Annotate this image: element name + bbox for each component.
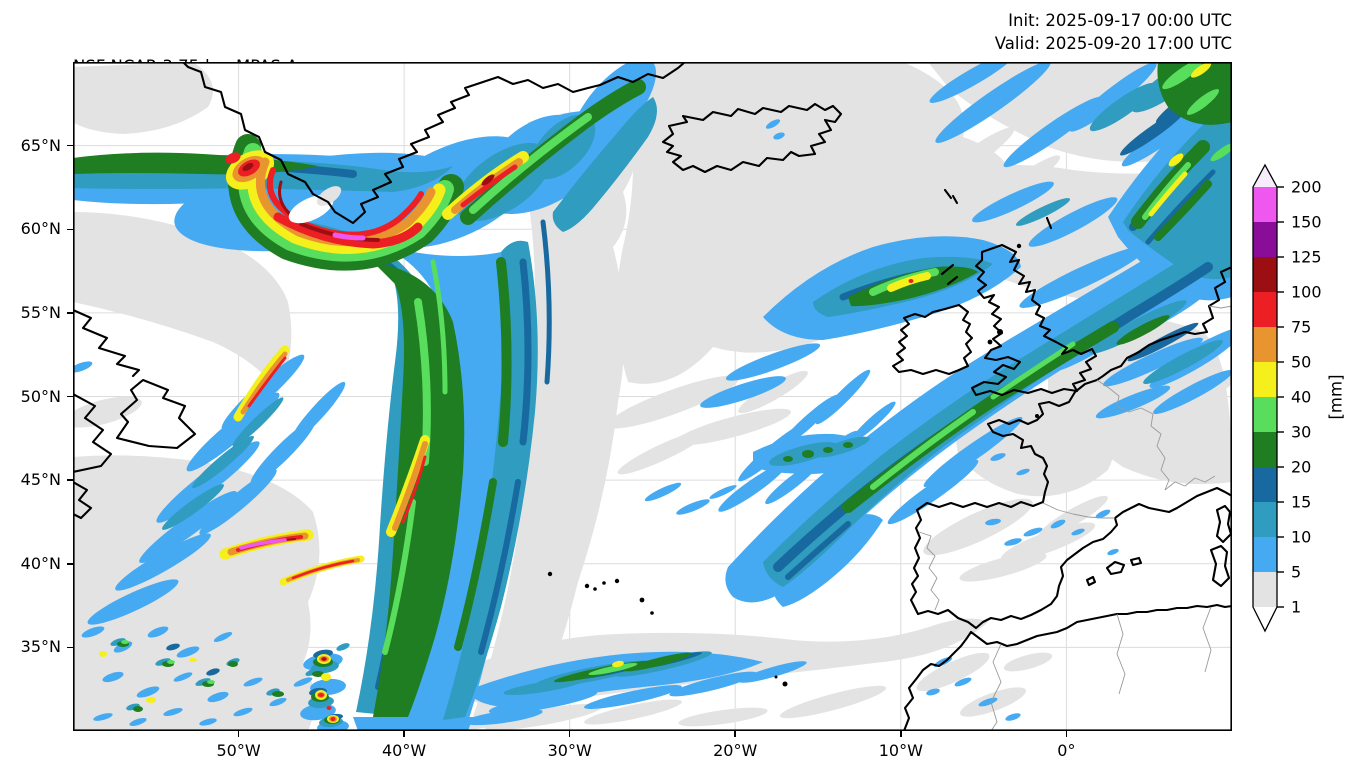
y-tick-mark	[67, 563, 73, 565]
north-africa-coast	[902, 603, 1232, 731]
colorbar-segment	[1253, 187, 1277, 222]
y-tick-label: 50°N	[20, 386, 61, 406]
colorbar-tick-label: 125	[1291, 248, 1322, 267]
cape-breton-coast	[73, 480, 93, 520]
colorbar-tick-label: 30	[1291, 423, 1311, 442]
colorbar-segment	[1253, 432, 1277, 467]
ireland-coast	[891, 303, 974, 376]
precip-layer-150-200mm	[239, 232, 366, 550]
y-tick-mark	[67, 479, 73, 481]
y-tick-label: 55°N	[20, 302, 61, 322]
menorca	[1129, 556, 1143, 567]
x-tick-mark	[900, 731, 902, 737]
colorbar-tick-label: 1	[1291, 598, 1301, 617]
colorbar-tick-label: 100	[1291, 283, 1322, 302]
anglesey	[987, 339, 993, 345]
colorbar-segment	[1253, 502, 1277, 537]
country-borders	[918, 305, 1232, 731]
colorbar-tick-label: 20	[1291, 458, 1311, 477]
y-tick-label: 35°N	[20, 637, 61, 657]
newfoundland-coast	[115, 378, 197, 450]
colorbar-segment	[1253, 292, 1277, 327]
init-time: Init: 2025-09-17 00:00 UTC	[1008, 11, 1232, 30]
x-tick-mark	[734, 731, 736, 737]
iceland-coast	[661, 102, 843, 174]
x-tick-label: 40°W	[382, 741, 427, 760]
colorbar-tick-label: 50	[1291, 353, 1311, 372]
gulf-st-lawrence-coast	[73, 392, 113, 474]
colorbar-segment	[1253, 537, 1277, 572]
y-tick-label: 65°N	[20, 135, 61, 155]
colorbar-segment	[1253, 327, 1277, 362]
shetland	[1045, 216, 1053, 230]
y-tick-mark	[67, 144, 73, 147]
sardinia	[1209, 544, 1231, 588]
colorbar-tick-label: 5	[1291, 563, 1301, 582]
y-tick-mark	[67, 395, 73, 398]
precip-gap	[288, 186, 342, 224]
x-tick-mark	[403, 731, 405, 737]
map-plot	[73, 62, 1232, 731]
greenland-coast	[181, 62, 687, 225]
colorbar-tick-label: 40	[1291, 388, 1311, 407]
x-tick-mark	[1065, 731, 1068, 737]
mallorca	[1105, 560, 1126, 576]
colorbar-segment	[1253, 257, 1277, 292]
colorbar-segment	[1253, 362, 1277, 397]
madeira-islands	[774, 675, 788, 687]
colorbar-tick-label: 15	[1291, 493, 1311, 512]
x-tick-mark	[237, 731, 240, 737]
y-tick-label: 40°N	[20, 553, 61, 573]
orkney	[1016, 243, 1022, 249]
y-tick-mark	[67, 228, 73, 231]
colorbar-segment	[1253, 572, 1277, 607]
faroe-islands	[943, 188, 959, 205]
valid-time: Valid: 2025-09-20 17:00 UTC	[994, 34, 1232, 54]
ibiza	[1085, 575, 1097, 587]
colorbar-under-arrow	[1253, 607, 1277, 631]
colorbar-tick-label: 150	[1291, 213, 1322, 232]
timestamp-block: Init: 2025-09-17 00:00 UTC Valid: 2025-0…	[995, 9, 1232, 55]
colorbar-tick-label: 200	[1291, 178, 1322, 197]
x-tick-label: 30°W	[547, 741, 592, 760]
x-tick-label: 50°W	[216, 741, 261, 760]
y-tick-mark	[67, 646, 73, 649]
isle-of-man	[997, 329, 1003, 335]
colorbar-segment	[1253, 467, 1277, 502]
x-tick-label: 20°W	[713, 741, 758, 760]
azores-islands	[547, 571, 654, 615]
y-tick-label: 60°N	[20, 219, 61, 239]
colorbar-segment	[1253, 222, 1277, 257]
y-tick-mark	[67, 312, 73, 314]
colorbar-tick-label: 10	[1291, 528, 1311, 547]
map-svg	[73, 62, 1232, 731]
colorbar: 200 150 125 100 75 50 40 30 20 15 10 5 1	[1247, 163, 1361, 663]
y-tick-label: 45°N	[20, 470, 61, 490]
colorbar-tick-label: 75	[1291, 318, 1311, 337]
channel-islands	[1035, 414, 1039, 418]
great-britain-coast	[970, 243, 1098, 397]
plot-frame	[73, 62, 1232, 731]
continental-europe-coast	[909, 265, 1232, 630]
colorbar-svg: 200 150 125 100 75 50 40 30 20 15 10 5 1	[1252, 163, 1322, 633]
labrador-coast	[73, 308, 141, 378]
colorbar-segment	[1253, 397, 1277, 432]
precip-layer-75-100mm	[225, 152, 914, 721]
x-tick-label: 0°	[1057, 741, 1076, 760]
colorbar-over-arrow	[1253, 165, 1277, 187]
x-tick-label: 10°W	[878, 741, 923, 760]
x-tick-mark	[568, 731, 571, 737]
hebrides	[940, 263, 959, 286]
